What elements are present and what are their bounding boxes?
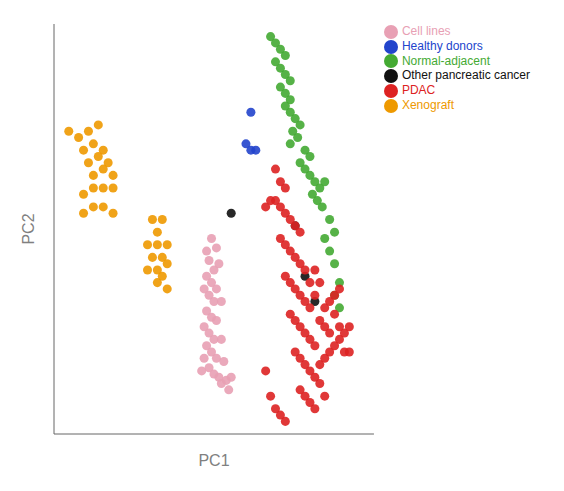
html-text:Xenograft: Xenograft <box>401 98 454 113</box>
html-text:Healthy donors: Healthy donors <box>401 38 483 53</box>
html-text:Other pancreatic cancer: Other pancreatic cancer <box>401 68 530 83</box>
svg-text:PC1: PC1 <box>198 452 229 469</box>
html-text:PDAC: PDAC <box>401 83 436 98</box>
svg-text:PC2: PC2 <box>20 213 37 244</box>
html-text:Cell lines: Cell lines <box>401 24 451 38</box>
html-text:Normal-adjacent: Normal-adjacent <box>401 53 490 68</box>
